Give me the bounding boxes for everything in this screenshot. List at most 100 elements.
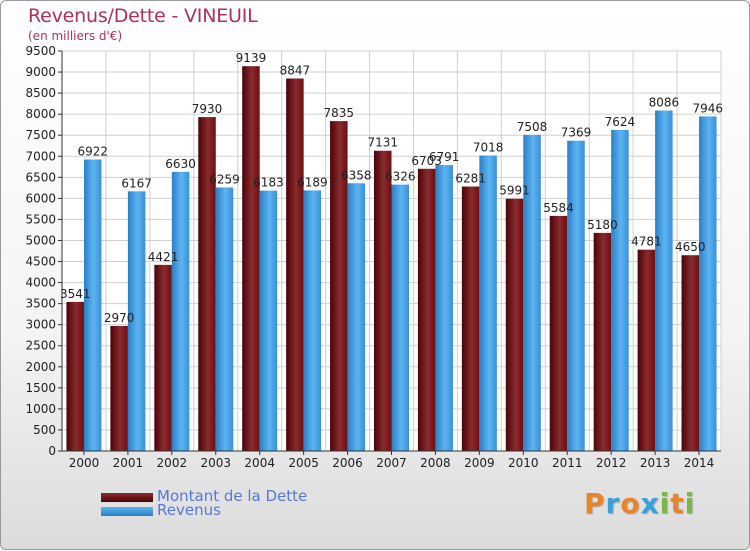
data-label-debt: 8847: [280, 63, 311, 77]
chart-subtitle: (en milliers d'€): [28, 29, 123, 43]
y-tick-label: 6000: [25, 191, 56, 205]
bar-revenue: [567, 140, 585, 451]
bar-debt: [637, 249, 656, 451]
logo-letter: r: [605, 487, 621, 520]
legend-swatch-revenue: [101, 507, 153, 516]
bar-revenue: [435, 165, 453, 451]
data-label-debt: 7835: [324, 106, 355, 120]
data-label-revenue: 6326: [385, 170, 416, 184]
data-label-revenue: 6167: [121, 176, 152, 190]
logo-letter: t: [670, 487, 685, 520]
bar-revenue: [699, 116, 717, 451]
data-label-revenue: 6189: [297, 175, 328, 189]
data-label-revenue: 7369: [561, 126, 592, 140]
bar-debt: [417, 168, 436, 451]
data-label-debt: 6281: [455, 172, 486, 186]
x-tick-label: 2000: [69, 456, 100, 470]
x-tick-label: 2007: [376, 456, 407, 470]
x-tick-label: 2004: [244, 456, 275, 470]
y-tick-label: 9500: [25, 44, 56, 58]
logo-letter: P: [584, 487, 606, 520]
x-tick-label: 2003: [200, 456, 231, 470]
bar-revenue: [523, 134, 541, 451]
y-tick-label: 6500: [25, 170, 56, 184]
bar-revenue: [215, 187, 234, 451]
data-label-debt: 2970: [104, 311, 135, 325]
data-label-debt: 5584: [543, 201, 574, 215]
logo-letter: i: [684, 487, 696, 520]
bar-debt: [198, 117, 216, 452]
y-tick-label: 4000: [25, 276, 56, 290]
logo-letter: o: [620, 487, 641, 520]
data-label-revenue: 7946: [693, 101, 724, 115]
data-label-debt: 7930: [192, 102, 223, 116]
y-tick-label: 2000: [25, 360, 56, 374]
x-tick-label: 2006: [332, 456, 363, 470]
bar-debt: [286, 78, 304, 451]
bar-revenue: [303, 190, 322, 451]
y-tick-label: 4500: [25, 255, 56, 269]
data-label-revenue: 7624: [605, 115, 636, 129]
data-label-revenue: 7018: [473, 141, 504, 155]
data-label-debt: 9139: [236, 51, 267, 65]
data-label-debt: 4421: [148, 250, 179, 264]
bar-debt: [330, 121, 348, 452]
bar-debt: [154, 264, 172, 451]
data-label-debt: 7131: [367, 136, 398, 150]
x-tick-label: 2009: [464, 456, 495, 470]
data-label-debt: 5180: [587, 218, 618, 232]
bar-revenue: [83, 159, 102, 451]
y-tick-label: 3500: [25, 297, 56, 311]
bar-debt: [461, 186, 480, 451]
bar-revenue: [259, 190, 278, 452]
y-tick-label: 0: [48, 444, 56, 458]
logo-letter: i: [659, 487, 671, 520]
proxiti-logo: Proxiti: [584, 487, 695, 520]
x-tick-label: 2002: [157, 456, 188, 470]
y-tick-label: 1500: [25, 381, 56, 395]
y-tick-label: 7000: [25, 149, 56, 163]
bar-debt: [505, 198, 524, 451]
data-label-revenue: 6183: [253, 176, 284, 190]
y-tick-label: 2500: [25, 339, 56, 353]
x-tick-label: 2012: [596, 456, 627, 470]
logo-letter: x: [640, 487, 660, 520]
y-tick-label: 9000: [25, 65, 56, 79]
y-tick-label: 8500: [25, 86, 56, 100]
x-tick-label: 2008: [420, 456, 451, 470]
y-tick-label: 1000: [25, 402, 56, 416]
x-tick-label: 2013: [640, 456, 671, 470]
legend-label-revenue: Revenus: [157, 501, 221, 519]
y-tick-label: 5500: [25, 212, 56, 226]
bar-debt: [374, 150, 392, 451]
x-tick-label: 2011: [552, 456, 583, 470]
data-label-debt: 5991: [499, 184, 530, 198]
data-label-revenue: 6358: [341, 168, 372, 182]
bar-debt: [242, 66, 260, 451]
bar-debt: [593, 232, 612, 451]
bar-revenue: [655, 110, 673, 452]
y-tick-label: 500: [33, 423, 56, 437]
bar-debt: [110, 325, 128, 451]
data-label-revenue: 6259: [209, 172, 240, 186]
y-tick-label: 3000: [25, 318, 56, 332]
bar-revenue: [347, 183, 366, 451]
y-tick-label: 8000: [25, 107, 56, 121]
data-label-revenue: 8086: [649, 96, 680, 110]
x-tick-label: 2014: [684, 456, 715, 470]
legend-label-debt: Montant de la Dette: [157, 487, 308, 505]
y-tick-label: 5000: [25, 233, 56, 247]
data-label-debt: 3541: [60, 287, 91, 301]
bar-revenue: [127, 191, 146, 451]
data-label-debt: 4781: [631, 235, 662, 249]
legend-swatch-debt: [101, 493, 153, 502]
x-tick-label: 2005: [288, 456, 319, 470]
x-tick-label: 2010: [508, 456, 539, 470]
chart-title: Revenus/Dette - VINEUIL: [28, 5, 258, 27]
bar-revenue: [611, 129, 629, 451]
bar-debt: [66, 301, 84, 451]
bar-debt: [681, 255, 700, 451]
data-label-debt: 4650: [675, 240, 706, 254]
